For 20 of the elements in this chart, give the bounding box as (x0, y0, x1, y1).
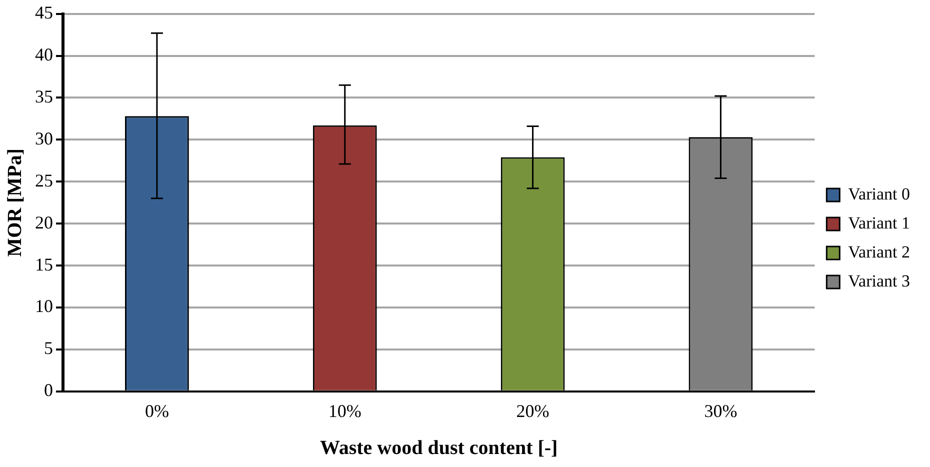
legend-label: Variant 0 (848, 184, 910, 204)
y-tick-label: 35 (35, 86, 53, 106)
legend-label: Variant 2 (848, 242, 910, 262)
y-tick-label: 0 (44, 380, 53, 400)
x-tick-label: 10% (328, 400, 362, 421)
legend-label: Variant 1 (848, 213, 910, 232)
y-tick-label: 25 (35, 170, 53, 190)
legend-label: Variant 3 (848, 271, 910, 290)
y-tick-label: 15 (35, 254, 53, 274)
x-tick-label: 30% (704, 400, 738, 421)
y-tick-label: 5 (44, 338, 53, 358)
x-axis-title: Waste wood dust content [-] (320, 437, 558, 460)
y-tick-label: 20 (35, 212, 53, 232)
y-tick-label: 40 (35, 44, 53, 64)
y-tick-label: 45 (35, 2, 53, 23)
y-axis-title: MOR [MPa] (4, 148, 26, 257)
y-tick-label: 30 (35, 128, 53, 148)
y-tick-label: 10 (35, 296, 53, 316)
x-tick-label: 0% (144, 400, 169, 421)
x-tick-label: 20% (516, 400, 550, 421)
